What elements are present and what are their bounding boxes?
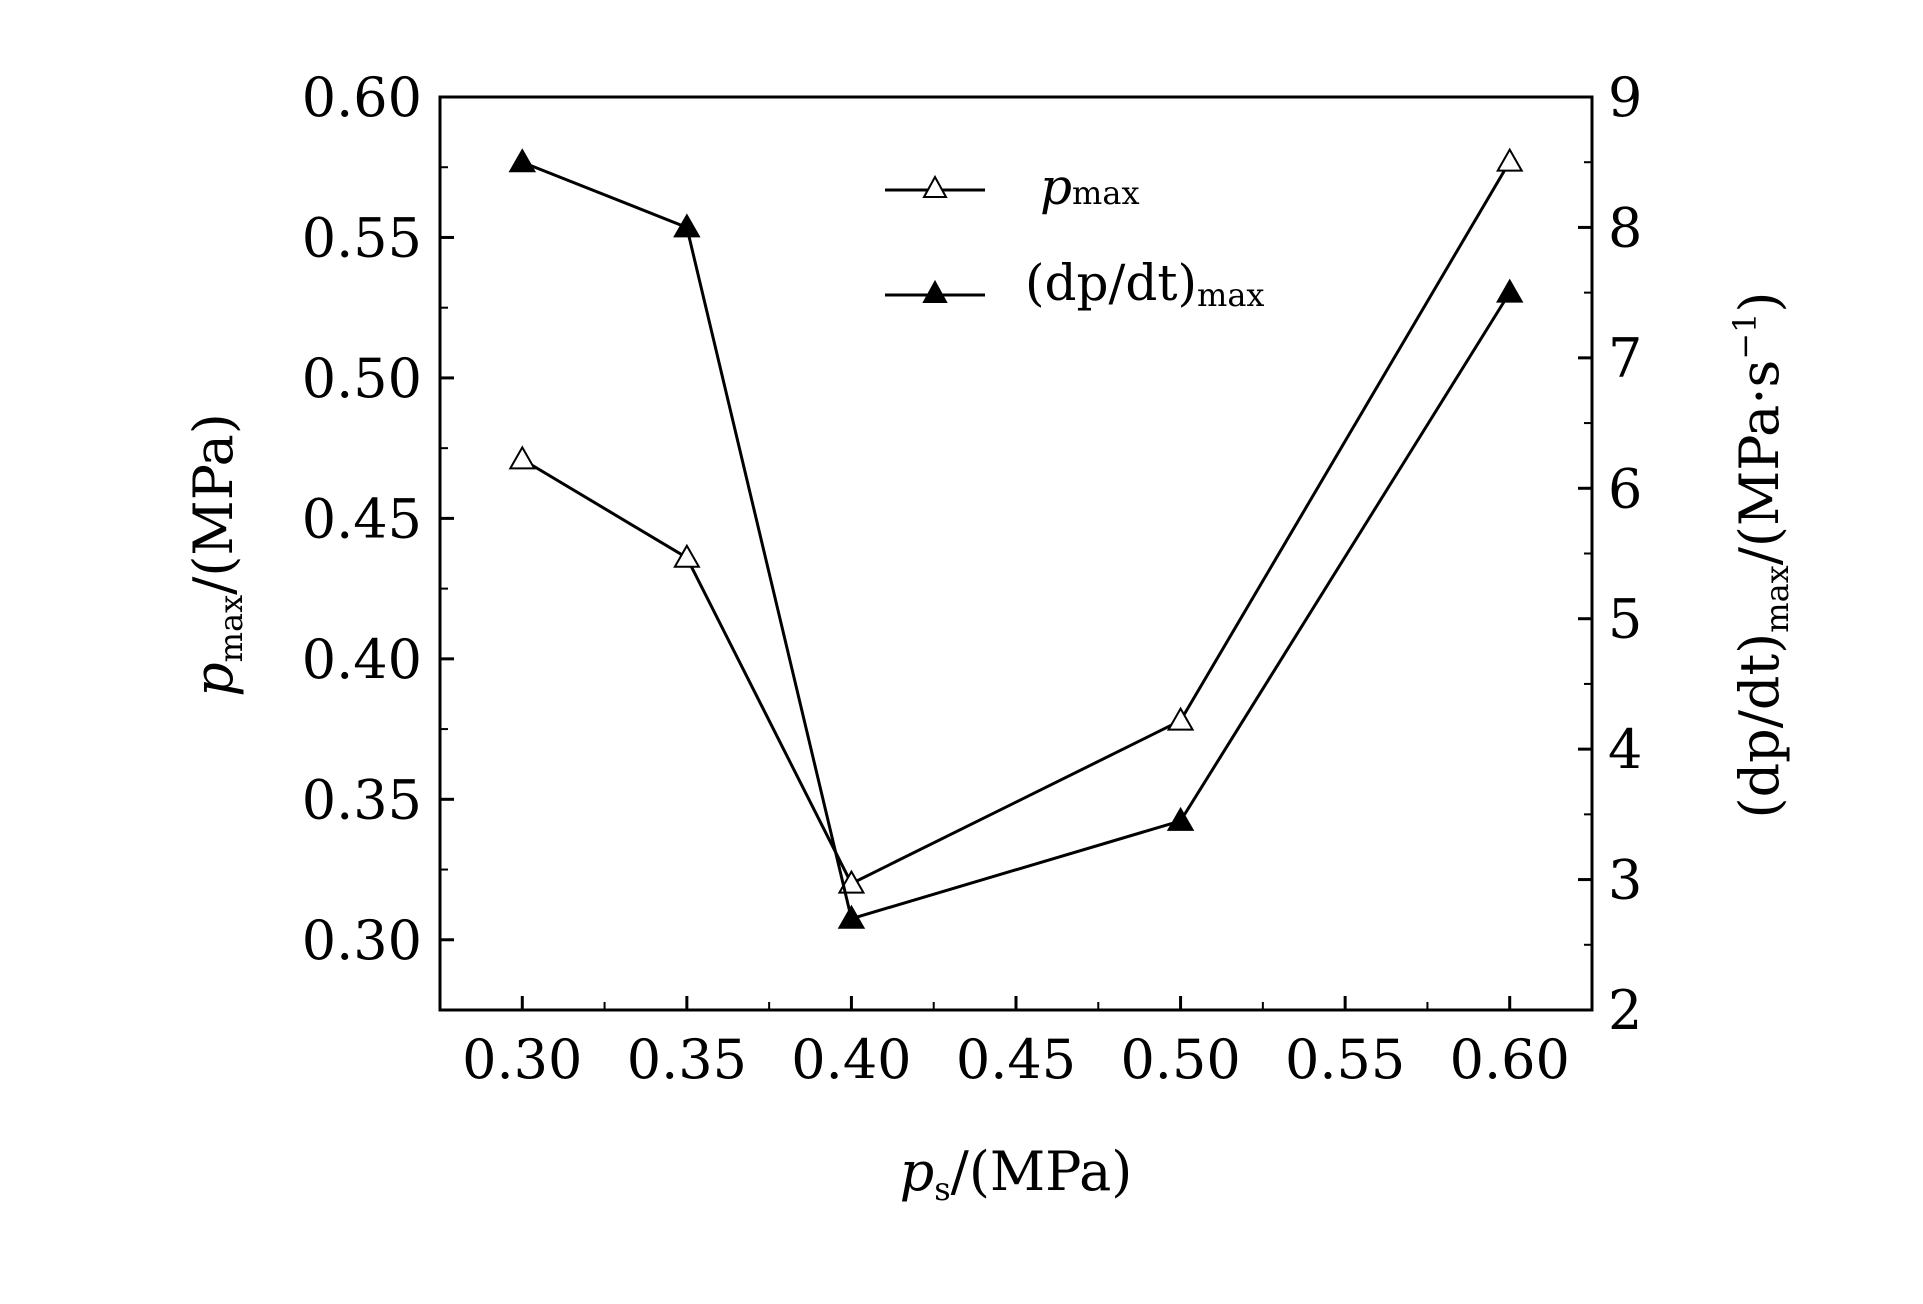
data-point-open-triangle: [1495, 147, 1524, 172]
x-axis-ticks: 0.30 0.35 0.40 0.45 0.50 0.55 0.60: [462, 996, 1570, 1091]
data-point-filled-triangle: [508, 148, 537, 173]
legend-label-pmax: pmax: [1040, 158, 1139, 216]
x-tick-label: 0.55: [1285, 1028, 1405, 1091]
series-layer: [508, 147, 1524, 929]
legend-label-dpdt: (dp/dt)max: [1025, 254, 1264, 314]
legend: pmax (dp/dt)max: [885, 158, 1264, 314]
data-point-filled-triangle: [1166, 806, 1195, 831]
legend-item-pmax: pmax: [885, 158, 1139, 216]
series-line-1: [521, 160, 1511, 921]
yl-tick-label: 0.35: [302, 768, 422, 831]
plot-frame: [438, 95, 1594, 1012]
yl-tick-label: 0.30: [302, 909, 422, 972]
yl-tick-label: 0.40: [302, 628, 422, 691]
x-tick-label: 0.30: [462, 1028, 582, 1091]
x-tick-label: 0.50: [1120, 1028, 1240, 1091]
yr-tick-label: 9: [1608, 66, 1642, 129]
yr-tick-label: 6: [1608, 457, 1642, 520]
x-axis-title: ps/(MPa): [900, 1140, 1133, 1208]
right-y-axis-title: (dp/dt)max/(MPa·s−1): [1726, 292, 1796, 819]
yr-tick-label: 7: [1608, 327, 1642, 390]
yr-tick-label: 2: [1608, 979, 1642, 1042]
yl-tick-label: 0.45: [302, 487, 422, 550]
legend-marker-filled-triangle: [922, 279, 948, 303]
series-line-0: [521, 160, 1512, 886]
series-1: [508, 148, 1524, 929]
data-point-open-triangle: [508, 445, 537, 470]
data-point-filled-triangle: [1495, 278, 1524, 303]
legend-item-dpdt: (dp/dt)max: [885, 254, 1264, 314]
yr-tick-label: 4: [1608, 718, 1642, 781]
yl-tick-label: 0.55: [302, 206, 422, 269]
data-point-open-triangle: [1166, 706, 1195, 731]
legend-marker-open-triangle: [922, 174, 948, 198]
x-tick-label: 0.40: [791, 1028, 911, 1091]
x-tick-label: 0.60: [1450, 1028, 1570, 1091]
left-y-axis-title: pmax/(MPa): [182, 413, 250, 697]
yr-tick-label: 5: [1608, 588, 1642, 651]
data-point-open-triangle: [673, 543, 701, 568]
yr-tick-label: 3: [1608, 849, 1642, 912]
yl-tick-label: 0.50: [302, 347, 422, 410]
data-point-filled-triangle: [673, 213, 701, 238]
x-tick-label: 0.35: [627, 1028, 747, 1091]
data-point-filled-triangle: [837, 904, 866, 929]
left-y-axis-ticks: 0.30 0.35 0.40 0.45 0.50 0.55 0.60: [302, 66, 454, 1011]
yr-tick-label: 8: [1608, 196, 1642, 259]
series-0: [508, 147, 1524, 894]
x-tick-label: 0.45: [956, 1028, 1076, 1091]
yl-tick-label: 0.60: [302, 66, 422, 129]
right-y-axis-ticks: 2 3 4 5 6 7 8 9: [1578, 66, 1642, 1042]
